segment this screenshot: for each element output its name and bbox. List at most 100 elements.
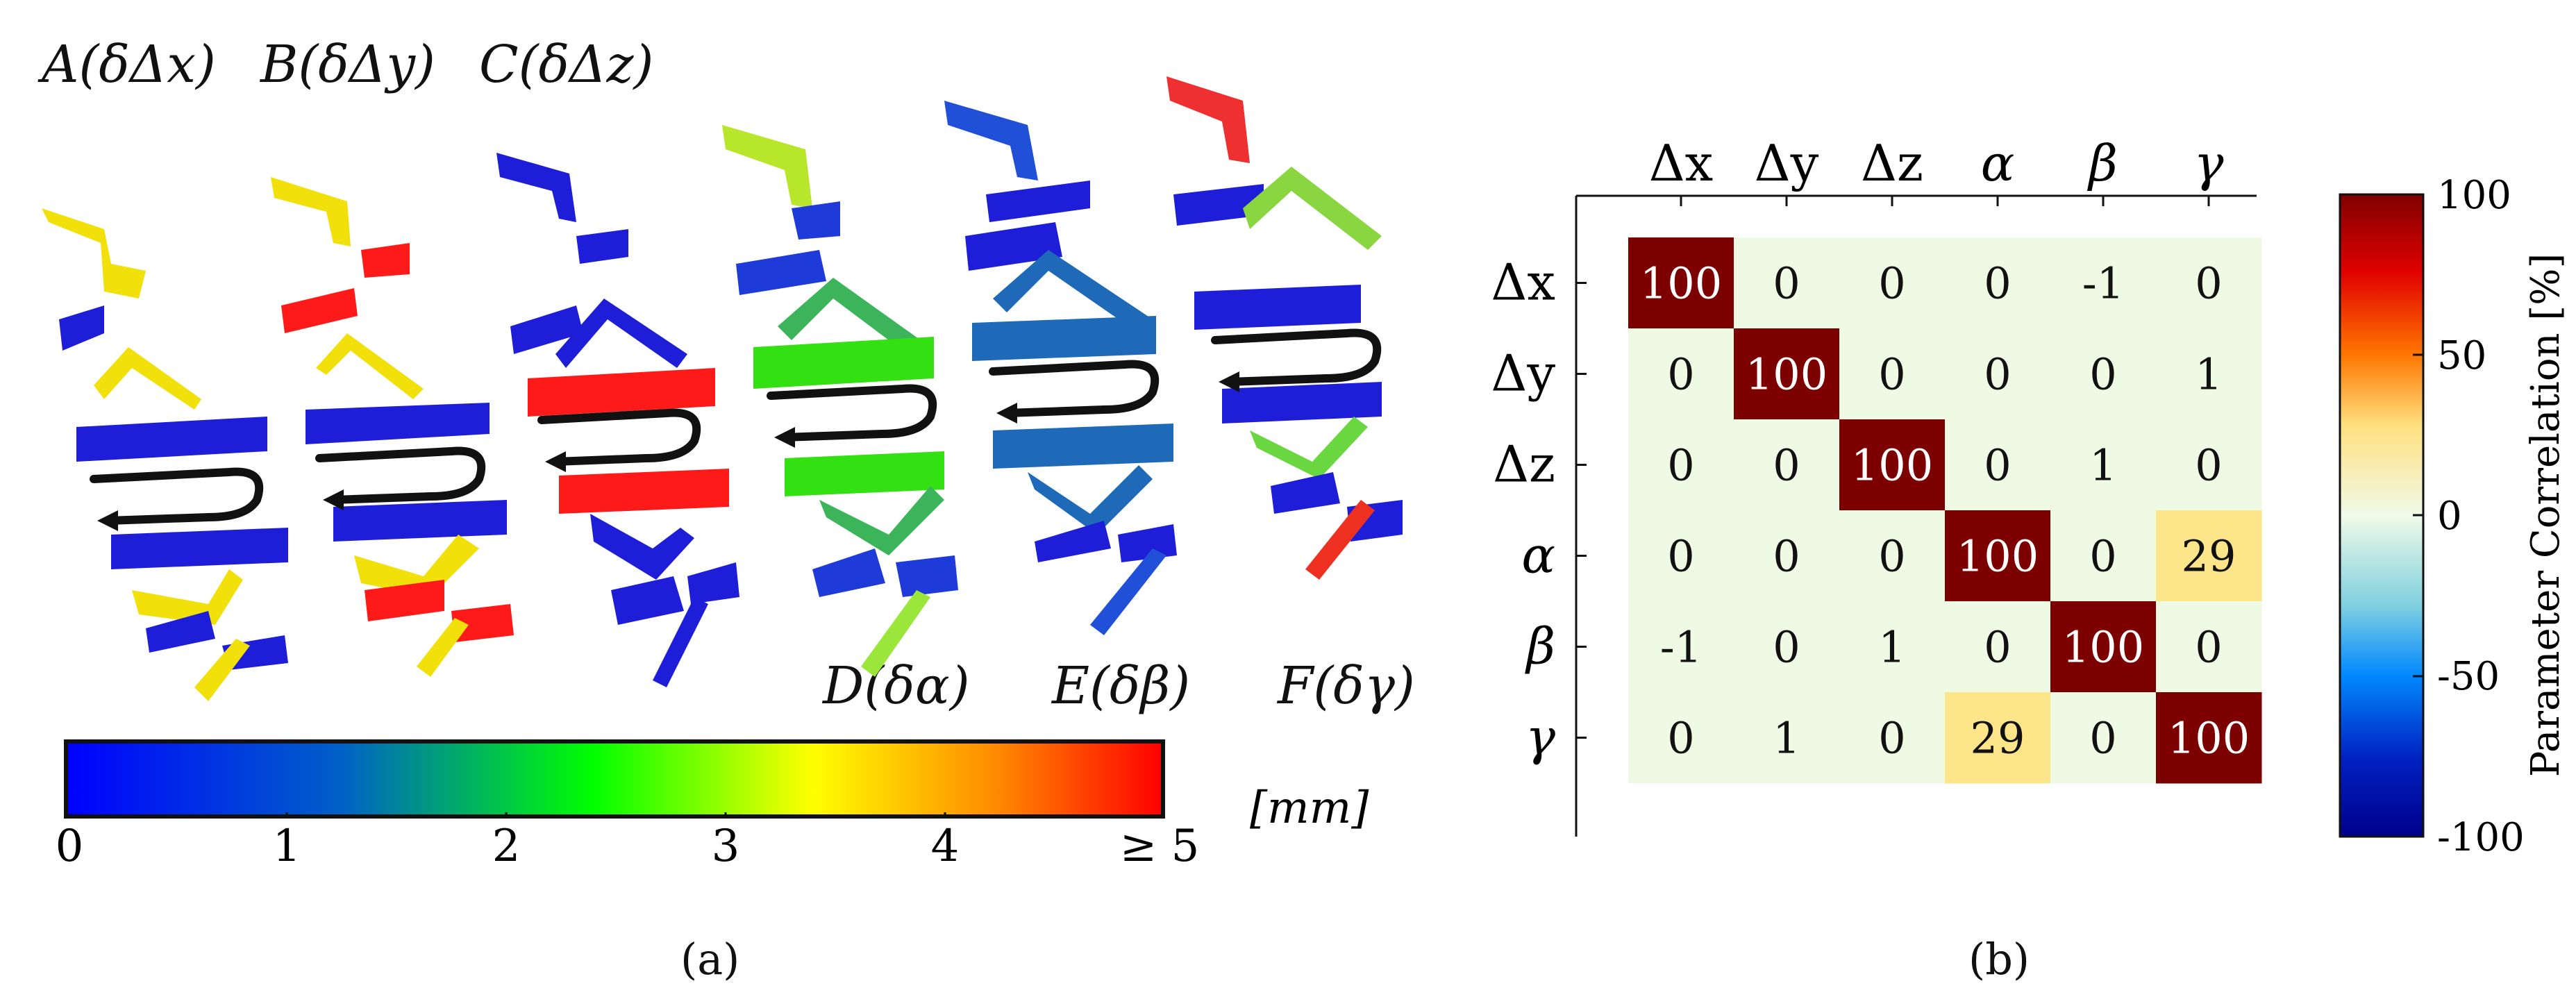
distance-tick-2: 2 <box>492 821 521 872</box>
heatmap-cell-value: 29 <box>2182 531 2236 582</box>
heatmap-cell <box>1839 328 1946 420</box>
heatmap-cell <box>2156 601 2262 693</box>
heatmap-y-label: γ <box>1525 708 1556 766</box>
heatmap-cell-value: 1 <box>1878 622 1905 673</box>
heatmap-cell-value: 100 <box>1746 349 1828 400</box>
heatmap-cell <box>2050 510 2157 602</box>
scan-label-e: E(δβ) <box>1052 656 1191 716</box>
heatmap-cell-value: 0 <box>1667 440 1694 491</box>
heatmap-cell-value: 0 <box>1667 531 1694 582</box>
heatmap-cell <box>1628 237 1734 329</box>
heatmap-x-label: α <box>1981 134 2015 192</box>
heatmap-cell-value: -1 <box>2082 258 2124 309</box>
heatmap-cell <box>2156 510 2262 602</box>
heatmap-cell-value: 0 <box>1667 713 1694 764</box>
heatmap-cell <box>1628 601 1734 693</box>
scan-label-b: B(δΔy) <box>260 35 435 94</box>
heatmap-cell <box>1945 601 2051 693</box>
heatmap-y-label: Δx <box>1491 253 1555 312</box>
distance-unit-label: [mm] <box>1250 782 1369 834</box>
heatmap-cell-value: 0 <box>1773 440 1800 491</box>
heatmap-cell-value: 100 <box>1851 440 1933 491</box>
heatmap-y-label: α <box>1521 526 1555 585</box>
heatmap-cell-value: 0 <box>1984 258 2011 309</box>
heatmap-cell-value: 0 <box>1667 349 1694 400</box>
heatmap-cell-value: 1 <box>1773 713 1800 764</box>
heatmap-cell <box>2050 692 2157 784</box>
heatmap-cell-value: 100 <box>2062 622 2144 673</box>
heatmap-cell-value: 100 <box>2168 713 2250 764</box>
heatmap-cell <box>2156 419 2262 511</box>
heatmap-cell-value: 0 <box>1878 349 1905 400</box>
distance-tick-1: 1 <box>273 821 301 872</box>
heatmap-cell <box>1628 419 1734 511</box>
heatmap-cell <box>1839 510 1946 602</box>
heatmap-cell <box>1945 237 2051 329</box>
heatmap-cell <box>1839 601 1946 693</box>
heatmap-cell-value: 0 <box>2195 258 2222 309</box>
heatmap-cell <box>1945 692 2051 784</box>
scan-label-a: A(δΔx) <box>42 35 216 94</box>
heatmap-x-label: Δx <box>1649 134 1714 192</box>
scan-label-d: D(δα) <box>823 656 970 716</box>
heatmap-cell <box>2050 419 2157 511</box>
heatmap-cell <box>1628 510 1734 602</box>
heatmap-cell-value: 29 <box>1971 713 2025 764</box>
scan-d-cloud <box>722 125 958 677</box>
heatmap-cell <box>2156 237 2262 329</box>
correlation-heatmap: 100 0 0 0 -1 00 100 0 0 0 10 0 100 0 1 00 0 0 100 0 29-1 0 1 0 1… <box>1491 134 2568 860</box>
distance-tick-0: 0 <box>56 821 84 872</box>
scan-path-arrowheads <box>97 371 1239 531</box>
heatmap-cell-value: 100 <box>1640 258 1722 309</box>
heatmap-cell-value: 0 <box>1878 713 1905 764</box>
heatmap-cell <box>1945 510 2051 602</box>
correlation-colorbar-label: Parameter Correlation [%] <box>2523 253 2568 778</box>
heatmap-x-label: γ <box>2193 134 2224 192</box>
heatmap-cell-value: 1 <box>2195 349 2222 400</box>
heatmap-x-label: β <box>2086 134 2118 192</box>
scan-e-cloud <box>944 101 1177 635</box>
heatmap-cell <box>1628 328 1734 420</box>
heatmap-cell <box>1734 692 1840 784</box>
heatmap-cell <box>2050 237 2157 329</box>
distance-tick-3: 3 <box>712 821 740 872</box>
heatmap-cell-value: 0 <box>1984 349 2011 400</box>
heatmap-cell <box>1839 237 1946 329</box>
heatmap-cell-value: 100 <box>1957 531 2039 582</box>
scan-a-cloud <box>42 208 288 701</box>
heatmap-cell <box>2050 328 2157 420</box>
heatmap-cell-value: 0 <box>2089 531 2116 582</box>
heatmap-cell-value: 0 <box>1878 258 1905 309</box>
heatmap-cell-value: 1 <box>2089 440 2116 491</box>
distance-colorbar: 0 1 2 3 4 ≥ 5 [mm] <box>56 739 1369 872</box>
heatmap-cell <box>1839 419 1946 511</box>
heatmap-cell <box>1628 692 1734 784</box>
heatmap-cell-value: -1 <box>1660 622 1702 673</box>
heatmap-y-labels: Δx Δy Δz αβγ <box>1491 253 1587 766</box>
scan-c-cloud <box>496 153 739 687</box>
heatmap-cell-value: 0 <box>1984 440 2011 491</box>
correlation-tick-neg100: -100 <box>2437 815 2525 860</box>
heatmap-cell-value: 0 <box>1773 258 1800 309</box>
heatmap-cells: 100 0 0 0 -1 00 100 0 0 0 10 0 100 0 1 00 0 0 100 0 29-1 0 1 0 1… <box>1628 237 2262 784</box>
heatmap-cell <box>1734 328 1840 420</box>
heatmap-x-label: Δz <box>1861 134 1923 192</box>
heatmap-cell <box>1734 601 1840 693</box>
heatmap-y-label: β <box>1524 617 1555 676</box>
distance-tick-4: 4 <box>931 821 960 872</box>
distance-tick-5: ≥ 5 <box>1120 821 1200 872</box>
heatmap-y-label: Δy <box>1491 344 1555 403</box>
heatmap-cell <box>1839 692 1946 784</box>
heatmap-cell <box>1734 237 1840 329</box>
heatmap-cell <box>2050 601 2157 693</box>
heatmap-cell-value: 0 <box>1773 531 1800 582</box>
heatmap-x-labels: Δx Δy Δz α β γ <box>1649 134 2224 206</box>
heatmap-cell-value: 0 <box>2089 349 2116 400</box>
heatmap-cell-value: 0 <box>2195 440 2222 491</box>
heatmap-cell <box>2156 328 2262 420</box>
correlation-colorbar <box>2339 193 2425 838</box>
heatmap-cell-value: 0 <box>1773 622 1800 673</box>
caption-a: (a) <box>680 934 740 984</box>
heatmap-cell-value: 0 <box>1984 622 2011 673</box>
heatmap-cell <box>1734 419 1840 511</box>
